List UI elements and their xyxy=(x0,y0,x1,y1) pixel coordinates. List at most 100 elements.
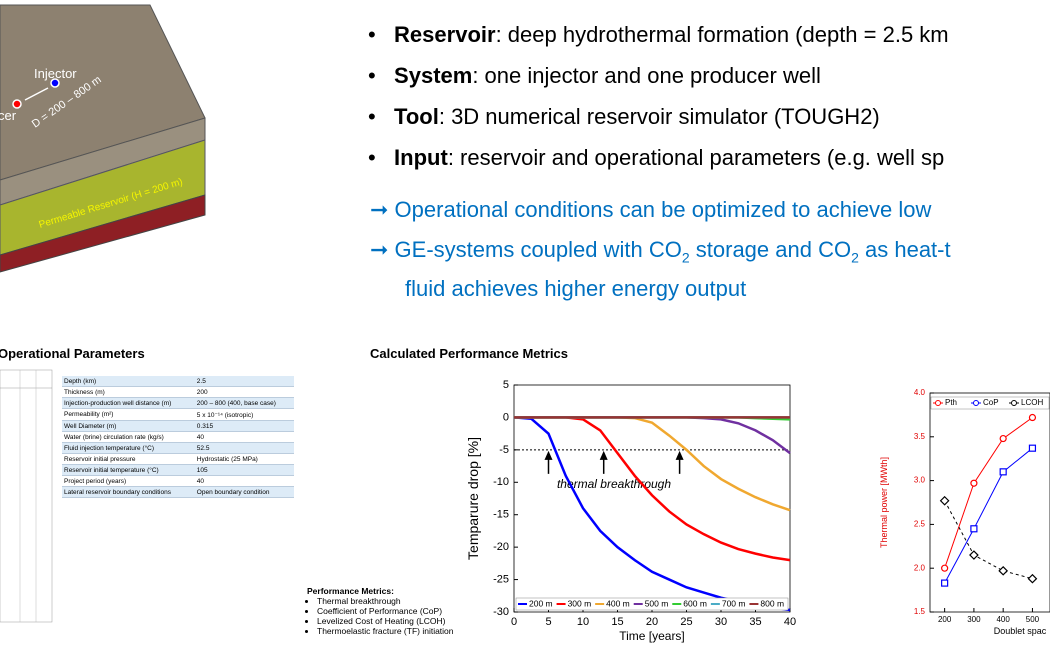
bullet-term: Input xyxy=(394,145,448,170)
table-cell: Injection-production well distance (m) xyxy=(62,397,195,409)
table-row: Lateral reservoir boundary conditions Ope… xyxy=(62,486,294,498)
marker xyxy=(999,434,1007,443)
distance-arrow xyxy=(24,87,49,101)
arrow-text: GE-systems coupled with CO xyxy=(394,237,682,262)
y-tick-label: 5 xyxy=(503,379,509,391)
table-cell: 200 – 800 (400, base case) xyxy=(194,397,294,409)
marker xyxy=(1028,444,1037,452)
bullet: • Tool: 3D numerical reservoir simulator… xyxy=(368,104,880,129)
table-row: Thickness (m) 200 xyxy=(62,386,294,398)
x-tick-label: 0 xyxy=(511,616,517,628)
bullet: • Input: reservoir and operational param… xyxy=(368,145,945,170)
arrow-point: ➞ Operational conditions can be optimize… xyxy=(370,197,932,222)
power-chart: 1.5 2.0 2.5 3.0 3.5 4.0 200 300 400 500 Doublet sp… xyxy=(879,388,1050,636)
metrics: Performance Metrics:Thermal breakthrough… xyxy=(307,586,454,636)
y-tick-label: -5 xyxy=(499,444,509,456)
legend-marker xyxy=(935,400,941,406)
table-cell: Depth (km) xyxy=(62,376,195,387)
table-row: Well Diameter (m) 0.315 xyxy=(62,420,294,432)
legend-label: 600 m xyxy=(683,598,707,608)
bullet-term: Tool xyxy=(394,104,439,129)
x-tick-label: 500 xyxy=(1026,615,1040,624)
metrics-title: Performance Metrics: xyxy=(307,586,394,596)
y-tick-label: 3.5 xyxy=(914,432,926,441)
table-cell: Reservoir initial temperature (°C) xyxy=(62,464,195,476)
arrow-text: storage and CO xyxy=(689,237,852,262)
x-axis-label: Time [years] xyxy=(619,629,685,643)
legend-marker xyxy=(1011,400,1017,406)
marker xyxy=(939,495,950,506)
x-tick-label: 30 xyxy=(715,616,727,628)
arrow-head xyxy=(599,450,608,460)
y-tick-label: -10 xyxy=(493,476,509,488)
table-row: Water (brine) circulation rate (kg/s) 40 xyxy=(62,431,294,443)
table-cell: 40 xyxy=(194,475,294,487)
metric-item: Thermal breakthrough xyxy=(317,596,454,606)
legend-label: 700 m xyxy=(722,598,746,608)
table-row: Project period (years) 40 xyxy=(62,475,294,487)
subscript: 2 xyxy=(851,249,859,266)
legend-marker xyxy=(973,400,979,406)
bullet-text: : deep hydrothermal formation (depth = 2… xyxy=(495,22,949,47)
section-title: Operational Parameters xyxy=(0,346,145,361)
y-tick-label: 3.0 xyxy=(914,476,926,485)
marker xyxy=(998,565,1009,576)
x-tick-label: 5 xyxy=(545,616,551,628)
legend-box xyxy=(930,396,1050,410)
table-cell: 200 xyxy=(194,386,294,398)
arrow-head xyxy=(544,450,553,460)
table-cell: Reservoir initial pressure xyxy=(62,453,195,465)
table-cell: 0.315 xyxy=(194,420,294,432)
series-line xyxy=(944,417,1033,569)
x-tick-label: 300 xyxy=(967,615,981,624)
table-row: Reservoir initial pressure Hydrostatic (2… xyxy=(62,453,294,465)
x-tick-label: 400 xyxy=(996,615,1010,624)
table-cell: Hydrostatic (25 MPa) xyxy=(194,453,294,465)
y-tick-label: -30 xyxy=(493,606,509,618)
model-base xyxy=(0,194,206,273)
marker xyxy=(970,479,978,487)
injector-label: Injector xyxy=(34,66,77,81)
series-line xyxy=(944,447,1033,584)
subscript: 2 xyxy=(681,249,690,266)
left-table-thumbnail xyxy=(0,369,53,623)
y-tick-label: 2.0 xyxy=(914,563,926,572)
bullet: • System: one injector and one producer … xyxy=(368,63,821,88)
y-axis-label: Temparure drop [%] xyxy=(465,437,481,560)
producer-well xyxy=(12,99,22,109)
x-tick-label: 15 xyxy=(611,616,623,628)
table-cell: 52.5 xyxy=(194,442,294,454)
legend-label: 800 m xyxy=(760,598,784,608)
legend-label: Pth xyxy=(945,398,957,407)
arrow-point: fluid achieves higher energy output xyxy=(405,276,746,302)
annotation: thermal breakthrough xyxy=(557,477,671,491)
x-tick-label: 35 xyxy=(749,616,761,628)
table-row: Reservoir initial temperature (°C) 105 xyxy=(62,464,294,476)
legend-label: 200 m xyxy=(529,598,553,608)
table-cell: Permeability (m²) xyxy=(62,408,195,421)
metric-item: Coefficient of Performance (CoP) xyxy=(317,606,454,616)
arrow-point: ➞ GE-systems coupled with CO2 storage an… xyxy=(370,237,951,266)
marker xyxy=(999,468,1007,476)
bullet-term: System xyxy=(394,63,473,88)
metric-item: Levelized Cost of Heating (LCOH) xyxy=(317,616,454,626)
y-tick-label: -25 xyxy=(493,573,509,585)
marker xyxy=(969,550,979,560)
table-row: Permeability (m²) 5 x 10⁻¹⁴ (isotropic) xyxy=(62,408,294,421)
table-cell: Well Diameter (m) xyxy=(62,420,195,432)
series-line xyxy=(944,500,1033,580)
bullet: • Reservoir: deep hydrothermal formation… xyxy=(368,22,949,47)
marker xyxy=(1027,573,1038,584)
y-tick-label: 2.5 xyxy=(914,520,926,529)
legend-label: 500 m xyxy=(645,598,669,608)
plot-frame xyxy=(929,392,1050,613)
annotation-box xyxy=(545,475,683,492)
producer-label: cer xyxy=(0,108,17,123)
x-tick-label: 25 xyxy=(680,616,692,628)
marker xyxy=(970,525,978,533)
parameter-table: Depth (km) 2.5 Thickness (m) 200 Injection-p… xyxy=(62,376,294,498)
bullet-text: : reservoir and operational parameters (… xyxy=(447,145,945,170)
y-tick-label: 1.5 xyxy=(914,607,926,616)
injector-well xyxy=(50,78,60,88)
